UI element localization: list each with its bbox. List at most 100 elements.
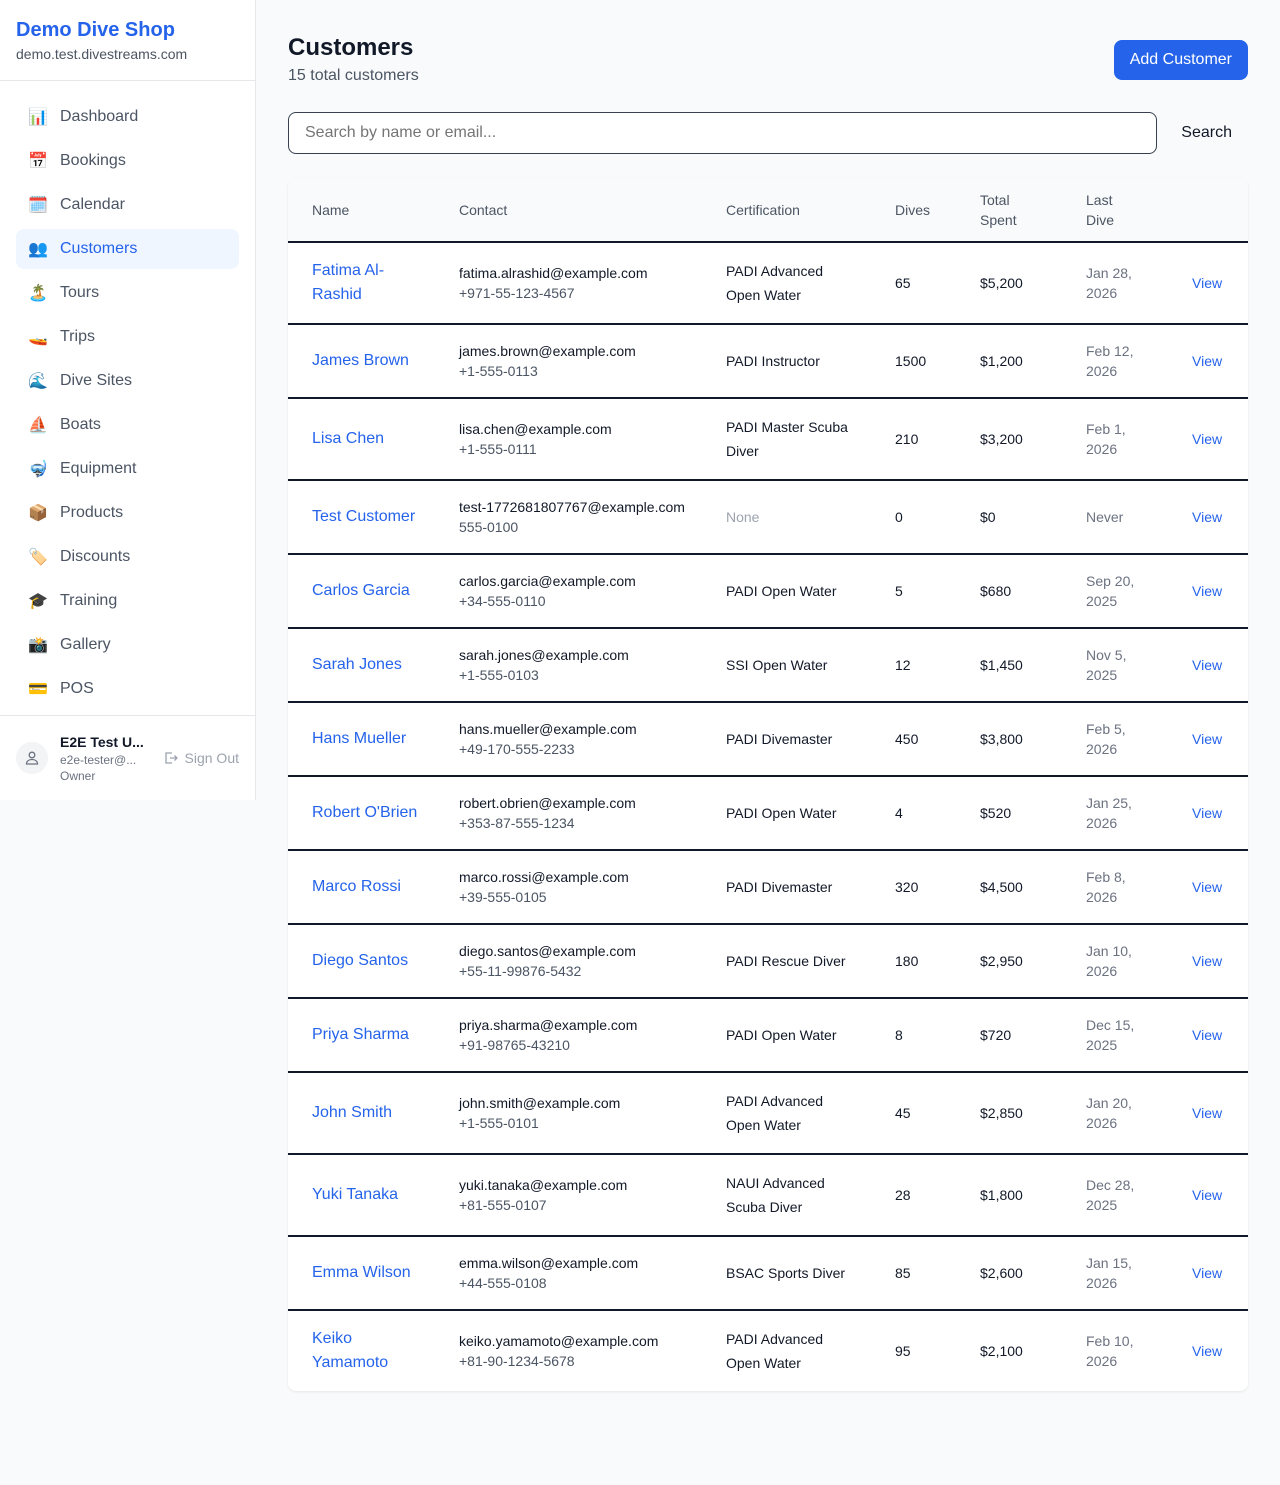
- column-header: Certification: [726, 201, 800, 218]
- certification: PADI Advanced Open Water: [726, 263, 824, 303]
- customer-name-link[interactable]: Fatima Al-Rashid: [312, 262, 385, 303]
- customer-email: marco.rossi@example.com: [459, 869, 629, 885]
- table-row: Lisa Chen lisa.chen@example.com +1-555-01…: [288, 398, 1248, 480]
- user-panel: E2E Test U... e2e-tester@... Owner Sign …: [0, 715, 255, 800]
- view-link[interactable]: View: [1192, 1105, 1223, 1121]
- view-link[interactable]: View: [1192, 275, 1223, 291]
- user-email: e2e-tester@...: [60, 753, 137, 767]
- sidebar-item-label: Dive Sites: [60, 372, 133, 389]
- customer-phone: +1-555-0113: [459, 363, 538, 379]
- sidebar-item-gallery[interactable]: 📸 Gallery: [16, 625, 239, 665]
- sidebar-item-customers[interactable]: 👥 Customers: [16, 229, 239, 269]
- view-link[interactable]: View: [1192, 953, 1223, 969]
- customer-name-link[interactable]: Hans Mueller: [312, 730, 407, 747]
- user-role: Owner: [60, 769, 96, 783]
- column-header: Dives: [895, 201, 931, 218]
- shop-name[interactable]: Demo Dive Shop: [16, 19, 175, 41]
- dives: 85: [895, 1265, 911, 1281]
- view-link[interactable]: View: [1192, 353, 1223, 369]
- total-spent: $680: [980, 583, 1012, 599]
- sidebar-item-products[interactable]: 📦 Products: [16, 493, 239, 533]
- island-icon: 🏝️: [28, 285, 48, 302]
- customer-name-link[interactable]: Marco Rossi: [312, 878, 401, 895]
- view-link[interactable]: View: [1192, 1343, 1223, 1359]
- bar-chart-icon: 📊: [28, 109, 48, 126]
- customer-name-link[interactable]: Lisa Chen: [312, 430, 385, 447]
- speedboat-icon: 🚤: [28, 329, 48, 346]
- customer-email: diego.santos@example.com: [459, 943, 636, 959]
- view-link[interactable]: View: [1192, 805, 1223, 821]
- sidebar-item-equipment[interactable]: 🤿 Equipment: [16, 449, 239, 489]
- certification: None: [726, 509, 760, 525]
- customer-name-link[interactable]: Robert O'Brien: [312, 804, 418, 821]
- table-row: Fatima Al-Rashid fatima.alrashid@example…: [288, 242, 1248, 324]
- search-input[interactable]: [288, 112, 1158, 154]
- graduation-cap-icon: 🎓: [28, 593, 48, 610]
- customer-name-link[interactable]: Priya Sharma: [312, 1026, 409, 1043]
- customer-name-link[interactable]: Yuki Tanaka: [312, 1186, 398, 1203]
- last-dive: Dec 15, 2025: [1086, 1017, 1135, 1053]
- last-dive: Feb 5, 2026: [1086, 721, 1126, 757]
- table-row: Hans Mueller hans.mueller@example.com +49…: [288, 702, 1248, 776]
- customer-email: john.smith@example.com: [459, 1095, 621, 1111]
- sidebar-item-label: Customers: [60, 240, 138, 257]
- view-link[interactable]: View: [1192, 1187, 1223, 1203]
- customer-phone: +81-90-1234-5678: [459, 1353, 575, 1369]
- view-link[interactable]: View: [1192, 583, 1223, 599]
- view-link[interactable]: View: [1192, 879, 1223, 895]
- table-row: Carlos Garcia carlos.garcia@example.com +…: [288, 554, 1248, 628]
- sidebar-item-trips[interactable]: 🚤 Trips: [16, 317, 239, 357]
- customer-email: keiko.yamamoto@example.com: [459, 1333, 659, 1349]
- sidebar-item-bookings[interactable]: 📅 Bookings: [16, 141, 239, 181]
- view-link[interactable]: View: [1192, 1265, 1223, 1281]
- sidebar-item-dashboard[interactable]: 📊 Dashboard: [16, 97, 239, 137]
- sidebar-item-dive-sites[interactable]: 🌊 Dive Sites: [16, 361, 239, 401]
- customer-name-link[interactable]: Test Customer: [312, 508, 416, 525]
- certification: PADI Advanced Open Water: [726, 1093, 824, 1133]
- sidebar: Demo Dive Shop demo.test.divestreams.com…: [0, 0, 256, 800]
- customer-name-link[interactable]: Sarah Jones: [312, 656, 402, 673]
- customer-name-link[interactable]: Emma Wilson: [312, 1264, 411, 1281]
- sign-out-button[interactable]: Sign Out: [163, 750, 239, 766]
- sidebar-item-label: Tours: [60, 284, 100, 301]
- customer-name-link[interactable]: Keiko Yamamoto: [312, 1330, 389, 1371]
- customer-email: emma.wilson@example.com: [459, 1255, 639, 1271]
- certification: PADI Divemaster: [726, 879, 833, 895]
- sidebar-item-label: Trips: [60, 328, 95, 345]
- customer-name-link[interactable]: Carlos Garcia: [312, 582, 410, 599]
- sidebar-item-discounts[interactable]: 🏷️ Discounts: [16, 537, 239, 577]
- customer-phone: +91-98765-43210: [459, 1037, 570, 1053]
- page-title: Customers: [288, 34, 414, 61]
- add-customer-button[interactable]: Add Customer: [1113, 40, 1248, 80]
- search-button[interactable]: Search: [1165, 112, 1248, 154]
- last-dive: Jan 28, 2026: [1086, 265, 1132, 301]
- certification: PADI Instructor: [726, 353, 820, 369]
- table-row: Yuki Tanaka yuki.tanaka@example.com +81-5…: [288, 1154, 1248, 1236]
- customer-email: lisa.chen@example.com: [459, 421, 612, 437]
- customer-name-link[interactable]: John Smith: [312, 1104, 393, 1121]
- certification: PADI Advanced Open Water: [726, 1331, 824, 1371]
- view-link[interactable]: View: [1192, 1027, 1223, 1043]
- view-link[interactable]: View: [1192, 509, 1223, 525]
- dives: 45: [895, 1105, 911, 1121]
- page-header: Customers 15 total customers Add Custome…: [288, 32, 1248, 112]
- dives: 65: [895, 275, 911, 291]
- last-dive: Feb 1, 2026: [1086, 421, 1126, 457]
- customer-phone: +1-555-0111: [459, 441, 537, 457]
- view-link[interactable]: View: [1192, 731, 1223, 747]
- dives: 210: [895, 431, 919, 447]
- sidebar-item-calendar[interactable]: 🗓️ Calendar: [16, 185, 239, 225]
- sidebar-item-training[interactable]: 🎓 Training: [16, 581, 239, 621]
- sidebar-item-pos[interactable]: 💳 POS: [16, 669, 239, 709]
- last-dive: Feb 10, 2026: [1086, 1333, 1134, 1369]
- view-link[interactable]: View: [1192, 431, 1223, 447]
- total-spent: $2,950: [980, 953, 1023, 969]
- sidebar-item-boats[interactable]: ⛵ Boats: [16, 405, 239, 445]
- view-link[interactable]: View: [1192, 657, 1223, 673]
- total-spent: $3,800: [980, 731, 1023, 747]
- customer-phone: +55-11-99876-5432: [459, 963, 582, 979]
- customer-name-link[interactable]: Diego Santos: [312, 952, 409, 969]
- customer-name-link[interactable]: James Brown: [312, 352, 409, 369]
- sidebar-item-tours[interactable]: 🏝️ Tours: [16, 273, 239, 313]
- table-row: James Brown james.brown@example.com +1-55…: [288, 324, 1248, 398]
